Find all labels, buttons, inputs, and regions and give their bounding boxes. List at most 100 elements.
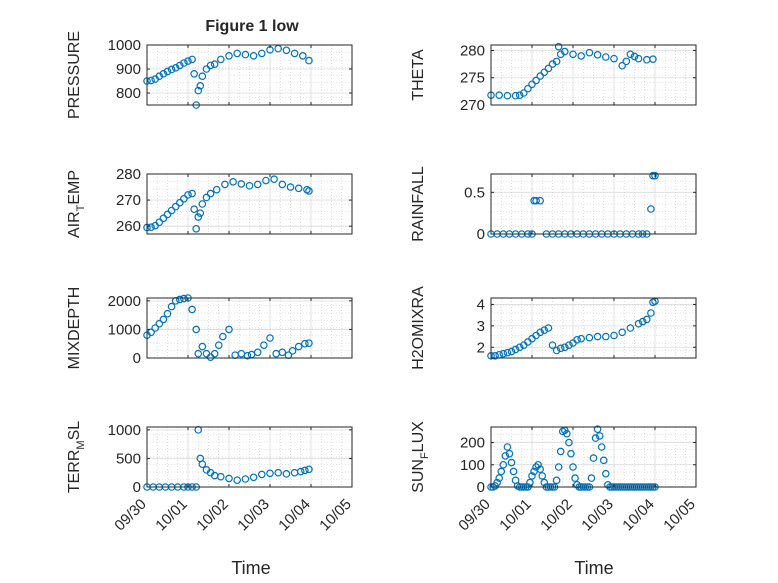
data-point <box>301 466 309 475</box>
data-point <box>499 460 508 469</box>
data-point <box>554 463 563 471</box>
data-point <box>534 460 542 469</box>
data-point <box>618 61 627 70</box>
y-tick-label: 270 <box>116 192 141 209</box>
y-tick-label: 1000 <box>108 321 141 338</box>
data-point <box>577 334 586 343</box>
y-axis-label-3: RAINFALL <box>410 166 427 242</box>
data-point <box>563 429 571 438</box>
data-point <box>221 180 229 189</box>
data-point <box>294 342 303 351</box>
data-point <box>499 349 508 358</box>
data-point <box>198 200 207 208</box>
data-point <box>503 348 512 357</box>
y-tick-label: 500 <box>116 450 141 467</box>
data-point <box>556 344 565 353</box>
y-tick-label: 0 <box>133 479 141 496</box>
data-point <box>591 434 600 442</box>
data-point <box>519 89 528 97</box>
data-point <box>192 224 201 233</box>
data-point <box>147 223 155 232</box>
data-point <box>257 49 266 58</box>
y-tick-label: 0 <box>477 226 485 243</box>
data-point <box>497 467 506 476</box>
data-point <box>225 474 233 483</box>
data-point <box>524 84 532 93</box>
data-point <box>288 347 297 355</box>
data-point <box>217 55 225 64</box>
data-point <box>180 294 188 303</box>
data-point <box>601 469 610 478</box>
data-point <box>560 47 569 56</box>
data-point <box>540 478 549 487</box>
y-tick-label: 4 <box>477 296 485 313</box>
data-series <box>487 42 657 100</box>
data-point <box>217 472 225 481</box>
data-point <box>241 50 250 59</box>
data-point <box>585 333 594 342</box>
data-point <box>237 180 246 188</box>
y-axis-label-2: AIRTEMP <box>66 170 87 238</box>
data-point <box>526 478 534 487</box>
data-point <box>262 176 270 185</box>
data-point <box>180 194 188 203</box>
y-tick-label: 0 <box>133 350 141 367</box>
data-point <box>229 178 237 186</box>
data-point <box>190 205 198 214</box>
data-point <box>167 206 176 215</box>
data-point <box>532 463 540 471</box>
y-axis-label-1: THETA <box>410 49 427 101</box>
data-point <box>151 324 160 332</box>
data-point <box>569 50 577 59</box>
data-point <box>515 91 524 99</box>
data-point <box>540 326 549 334</box>
y-axis-label-5: H2OMIXRA <box>410 286 427 370</box>
data-point <box>188 189 196 198</box>
data-point <box>171 202 180 211</box>
data-point <box>163 309 172 318</box>
y-tick-label: 1000 <box>108 37 141 54</box>
axes-box <box>146 173 353 235</box>
data-point <box>538 472 547 480</box>
data-point <box>544 324 553 332</box>
data-point <box>305 187 313 195</box>
data-point <box>495 91 504 99</box>
data-point <box>290 49 299 58</box>
data-point <box>622 57 631 66</box>
data-point <box>171 64 180 72</box>
data-point <box>544 64 553 73</box>
data-point <box>511 91 520 100</box>
y-axis-label-7: SUNFLUX <box>410 421 431 493</box>
subplot-air-temp: 260 270 280 AIRTEMP <box>66 166 353 238</box>
data-point <box>206 189 215 198</box>
data-point <box>569 463 577 471</box>
data-point <box>593 51 602 59</box>
data-point <box>536 196 545 205</box>
data-point <box>257 470 266 479</box>
figure-title: Figure 1 low <box>205 18 299 35</box>
data-point <box>147 76 155 85</box>
data-point <box>507 458 516 467</box>
data-point <box>184 57 192 65</box>
data-point <box>176 61 184 70</box>
y-tick-label: 2000 <box>108 293 141 310</box>
data-point <box>278 180 287 189</box>
data-point <box>184 191 192 199</box>
data-point <box>634 54 643 63</box>
data-point <box>554 42 563 51</box>
data-point <box>225 325 233 334</box>
y-tick-label: 0.5 <box>464 184 485 201</box>
data-point <box>210 349 219 358</box>
data-point <box>176 198 184 207</box>
x-axis-label-left: Time <box>231 558 270 578</box>
data-point <box>163 67 172 76</box>
data-point <box>556 447 565 456</box>
data-point <box>491 352 499 360</box>
data-point <box>266 334 274 342</box>
data-point <box>155 72 164 81</box>
y-tick-label: 200 <box>460 435 485 452</box>
data-point <box>282 470 291 478</box>
y-tick-label: 100 <box>460 457 485 474</box>
